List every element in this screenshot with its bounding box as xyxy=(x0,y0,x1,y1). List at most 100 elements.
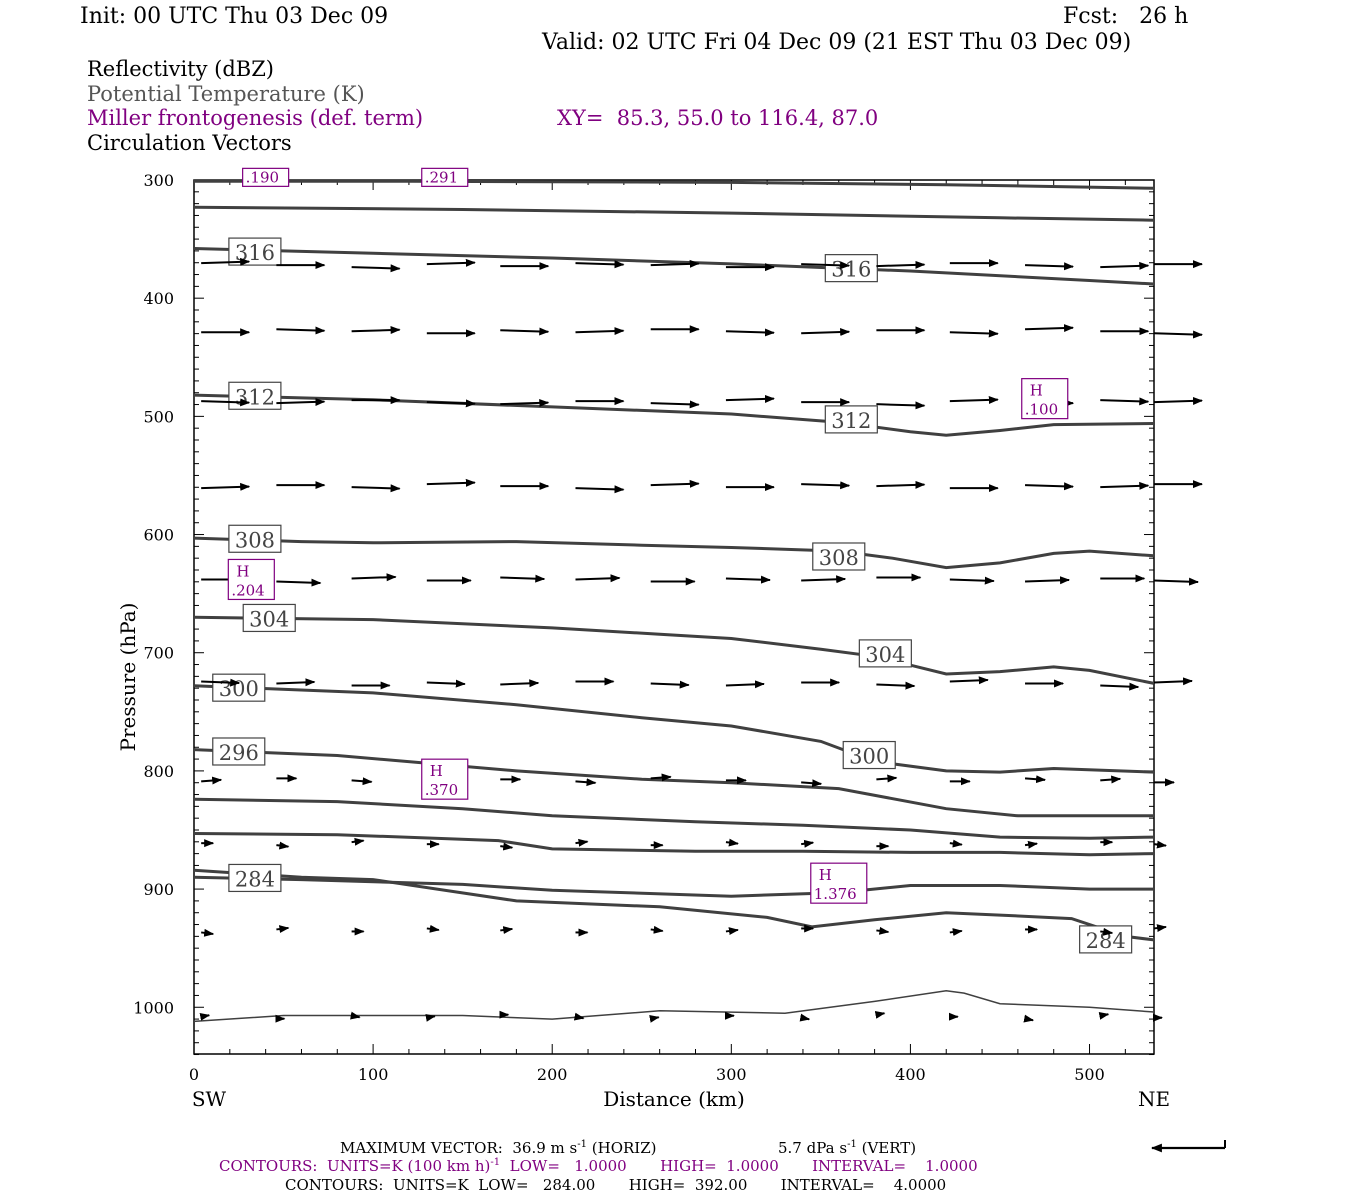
circulation-vector xyxy=(650,479,700,488)
circulation-vector xyxy=(500,327,550,336)
footer-max-vector: MAXIMUM VECTOR: 36.9 m s-1 (HORIZ) xyxy=(340,1139,657,1157)
circulation-vector xyxy=(276,678,316,687)
y-tick-label: 400 xyxy=(143,289,174,308)
theta-label-box xyxy=(228,381,282,410)
y-tick-label: 300 xyxy=(143,171,174,190)
frontogenesis-box xyxy=(421,758,469,800)
theta-contour xyxy=(193,797,1155,840)
circulation-vector xyxy=(876,774,898,783)
circulation-vector xyxy=(351,837,365,846)
y-tick-label: 900 xyxy=(143,880,174,899)
frontogenesis-value: .190 xyxy=(246,168,279,186)
circulation-vector xyxy=(575,574,621,583)
contours-front-range: LOW= 1.0000 HIGH= 1.0000 INTERVAL= 1.000… xyxy=(509,1157,978,1175)
frontogenesis-value: .204 xyxy=(231,581,264,599)
x-tick-label: 0 xyxy=(189,1065,199,1084)
footer-contours-theta: CONTOURS: UNITS=K LOW= 284.00 HIGH= 392.… xyxy=(285,1176,947,1194)
init-time: Init: 00 UTC Thu 03 Dec 09 xyxy=(80,4,389,29)
frontogenesis-value: .370 xyxy=(425,781,458,799)
circulation-vector xyxy=(1025,324,1075,333)
frontogenesis-box xyxy=(810,862,868,904)
frontogenesis-h-label: H xyxy=(430,762,443,780)
y-axis-title: Pressure (hPa) xyxy=(116,603,140,752)
theta-contour xyxy=(193,615,1155,685)
theta-label-box xyxy=(228,524,282,553)
y-tick-label: 500 xyxy=(143,407,174,426)
circulation-vector xyxy=(276,578,322,587)
circulation-vector xyxy=(201,482,251,491)
circulation-vector xyxy=(801,779,823,788)
circulation-vector xyxy=(500,574,546,583)
circulation-vector xyxy=(1153,924,1167,933)
theta-label-box xyxy=(228,237,282,266)
frontogenesis-box xyxy=(421,167,469,187)
theta-label-308: 308 xyxy=(819,546,859,570)
circulation-vector xyxy=(426,924,440,933)
circulation-vector xyxy=(876,480,926,489)
theta-contour xyxy=(193,536,1155,570)
theta-contour xyxy=(193,205,1155,222)
cross-section-endpoints: XY= 85.3, 55.0 to 116.4, 87.0 xyxy=(557,106,879,130)
plot-frame xyxy=(193,179,1155,1055)
theta-label-316: 316 xyxy=(831,258,871,282)
max-vector-horiz-value: MAXIMUM VECTOR: 36.9 m s xyxy=(340,1139,578,1157)
circulation-vector xyxy=(1153,840,1167,849)
circulation-vector xyxy=(426,478,476,487)
circulation-vector xyxy=(725,328,775,337)
circulation-vector xyxy=(949,576,995,585)
theta-label-box xyxy=(242,603,296,633)
circulation-vector xyxy=(1025,262,1075,271)
theta-contour xyxy=(194,179,1155,190)
circulation-vector xyxy=(949,839,963,848)
circulation-vector xyxy=(1153,577,1199,586)
circulation-vectors xyxy=(199,257,1203,1023)
circulation-vector xyxy=(649,1014,660,1023)
circulation-vector xyxy=(1025,576,1071,585)
circulation-vector xyxy=(725,575,771,584)
theta-label-312: 312 xyxy=(235,385,275,409)
circulation-vector xyxy=(801,328,851,337)
circulation-vector xyxy=(949,395,999,404)
circulation-vector xyxy=(573,1012,585,1021)
circulation-vector xyxy=(874,1010,886,1019)
circulation-vector xyxy=(876,401,926,410)
circulation-vector xyxy=(801,575,847,584)
theta-label-box xyxy=(824,405,878,434)
theta-contour xyxy=(193,832,1155,857)
frontogenesis-box xyxy=(1021,378,1069,420)
circulation-vector xyxy=(876,681,916,690)
circulation-vector xyxy=(1100,481,1150,490)
y-tick-label: 1000 xyxy=(133,998,174,1017)
circulation-vector xyxy=(801,481,851,490)
circulation-vector xyxy=(1098,1011,1110,1020)
circulation-vector xyxy=(650,259,700,268)
circulation-vector xyxy=(1100,261,1150,270)
unit-superscript: -1 xyxy=(847,1139,857,1150)
circulation-vector xyxy=(276,326,326,335)
circulation-vector xyxy=(1024,840,1039,849)
circulation-vector xyxy=(1153,677,1193,686)
circulation-vector xyxy=(500,926,514,935)
theta-contour xyxy=(193,989,1155,1023)
circulation-vector xyxy=(1024,775,1047,784)
circulation-vector xyxy=(351,264,401,273)
legend-potential-temperature: Potential Temperature (K) xyxy=(87,82,365,106)
circulation-vector xyxy=(949,329,999,338)
frontogenesis-h-label: H xyxy=(1030,382,1043,400)
x-axis-title: Distance (km) xyxy=(603,1087,745,1111)
circulation-vector xyxy=(1100,397,1150,406)
theta-label-308: 308 xyxy=(235,528,275,552)
theta-contour xyxy=(193,684,1155,774)
circulation-vector xyxy=(1100,775,1122,784)
circulation-vector xyxy=(351,777,373,786)
theta-label-300: 300 xyxy=(849,745,889,769)
y-tick-label: 800 xyxy=(143,762,174,781)
circulation-vector xyxy=(725,927,739,936)
horiz-tag: (HORIZ) xyxy=(591,1139,657,1157)
circulation-vector xyxy=(650,773,672,782)
circulation-vector xyxy=(276,925,290,934)
legend-circulation-vectors: Circulation Vectors xyxy=(87,131,292,155)
theta-label-box xyxy=(212,673,266,702)
circulation-vector xyxy=(1023,1014,1035,1023)
